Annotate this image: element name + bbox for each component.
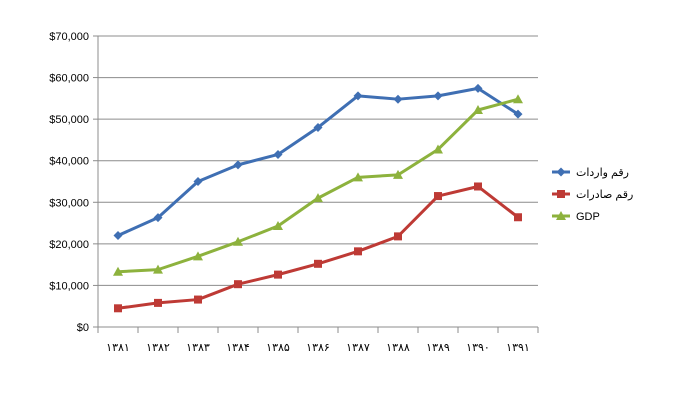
data-point: [114, 304, 122, 313]
axes: [97, 36, 539, 333]
data-point: [273, 149, 283, 159]
legend-item: GDP: [552, 211, 600, 223]
data-point: [273, 220, 283, 230]
series-line: [117, 86, 519, 237]
series-line: [117, 184, 519, 310]
legend-marker: [557, 190, 565, 198]
data-point: [153, 264, 163, 274]
data-point: [113, 266, 123, 276]
y-axis-tick-labels: $0 $10,000 $20,000 $30,000 $40,000 $50,000 $60…: [49, 31, 89, 334]
data-point: [353, 91, 363, 101]
data-point: [233, 236, 243, 246]
x-tick-label: ۱۳۹۰: [466, 342, 490, 354]
y-tick-label: $20,000: [49, 239, 89, 251]
data-point: [434, 192, 442, 201]
gridlines: [93, 35, 538, 328]
data-point: [193, 251, 203, 261]
y-tick-label: $0: [77, 322, 89, 334]
x-tick-label: ۱۳۸۲: [146, 342, 170, 354]
data-point: [153, 213, 163, 223]
data-point: [473, 83, 483, 93]
legend-label: رقم واردات: [576, 167, 629, 179]
data-point: [314, 259, 322, 268]
data-point: [393, 169, 403, 179]
data-point: [234, 280, 242, 289]
series-lines: [113, 83, 523, 313]
series-2: [113, 94, 523, 276]
x-axis-tick-labels: ۱۳۸۱ ۱۳۸۲ ۱۳۸۳ ۱۳۸۴ ۱۳۸۵ ۱۳۸۶ ۱۳۸۷ ۱۳۸۸ ۱۳۸۹ ۱۳۹۰…: [106, 342, 530, 354]
x-tick-label: ۱۳۸۳: [186, 342, 210, 354]
data-point: [433, 144, 443, 154]
legend-label: GDP: [576, 211, 600, 223]
data-point: [233, 160, 243, 170]
series-0: [113, 83, 523, 241]
data-point: [354, 247, 362, 256]
data-point: [154, 298, 162, 307]
y-tick-label: $60,000: [49, 73, 89, 85]
y-tick-label: $40,000: [49, 156, 89, 168]
legend-item: رقم صادرات: [552, 189, 633, 201]
data-point: [514, 213, 522, 222]
data-point: [193, 177, 203, 186]
data-point: [274, 270, 282, 279]
data-point: [513, 94, 523, 104]
x-tick-label: ۱۳۸۵: [266, 342, 290, 354]
data-point: [313, 122, 323, 132]
data-point: [474, 182, 482, 191]
data-point: [194, 295, 202, 304]
data-point: [393, 94, 403, 104]
y-tick-label: $50,000: [49, 114, 89, 126]
data-point: [473, 104, 483, 114]
legend: رقم واردات رقم صادرات GDP: [552, 167, 633, 223]
series-1: [114, 182, 522, 313]
x-tick-label: ۱۳۸۱: [106, 342, 130, 354]
legend-marker: [556, 211, 566, 220]
legend-label: رقم صادرات: [576, 189, 633, 201]
data-point: [113, 231, 123, 241]
legend-item: رقم واردات: [552, 167, 629, 179]
data-point: [394, 232, 402, 241]
y-tick-label: $10,000: [49, 280, 89, 292]
data-point: [353, 172, 363, 182]
x-tick-label: ۱۳۸۹: [426, 342, 450, 354]
x-tick-label: ۱۳۸۴: [226, 342, 250, 354]
legend-marker: [556, 167, 566, 177]
x-tick-label: ۱۳۸۷: [346, 342, 370, 354]
x-tick-label: ۱۳۸۸: [386, 342, 410, 354]
y-tick-label: $30,000: [49, 197, 89, 209]
data-point: [313, 193, 323, 203]
x-tick-label: ۱۳۸۶: [306, 342, 330, 354]
x-tick-label: ۱۳۹۱: [506, 342, 530, 354]
y-tick-label: $70,000: [49, 31, 89, 43]
data-point: [433, 91, 443, 101]
data-point: [513, 109, 523, 119]
